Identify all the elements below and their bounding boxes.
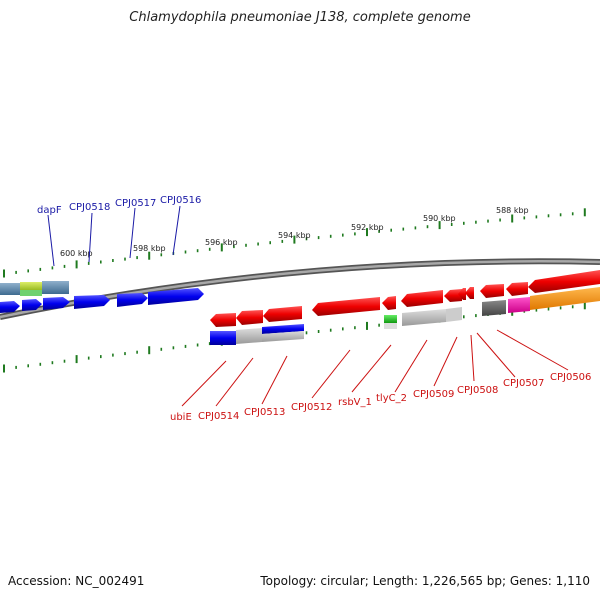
gene-arrow[interactable] — [506, 282, 528, 296]
feature-block[interactable] — [530, 287, 600, 310]
gene-arrow[interactable] — [236, 310, 263, 325]
feature-track-reverse-cds — [210, 270, 600, 327]
gene-label-CPJ0507[interactable]: CPJ0507 — [503, 378, 544, 389]
feature-track-forward-left — [0, 281, 69, 296]
gene-arrow[interactable] — [312, 297, 380, 316]
gene-arrow[interactable] — [0, 301, 20, 313]
gene-arrow[interactable] — [117, 293, 148, 307]
feature-block[interactable] — [262, 331, 304, 342]
gene-arrow[interactable] — [263, 306, 302, 322]
gene-arrow[interactable] — [480, 284, 504, 298]
gene-label-CPJ0509[interactable]: CPJ0509 — [413, 389, 454, 400]
feature-block[interactable] — [402, 309, 446, 326]
gene-label-rsbV_1[interactable]: rsbV_1 — [338, 397, 372, 408]
gene-label-CPJ0514[interactable]: CPJ0514 — [198, 411, 239, 422]
scale-label-600: 600 kbp — [60, 249, 93, 258]
gene-arrow[interactable] — [528, 270, 600, 293]
accession-text: Accession: NC_002491 — [8, 574, 145, 588]
gene-label-CPJ0508[interactable]: CPJ0508 — [457, 385, 498, 396]
feature-block[interactable] — [262, 324, 304, 334]
feature-block[interactable] — [20, 282, 42, 290]
feature-block[interactable] — [236, 328, 262, 344]
scale-label-592: 592 kbp — [351, 223, 384, 232]
gene-arrow[interactable] — [465, 287, 474, 299]
gene-arrow[interactable] — [74, 295, 110, 309]
gene-label-CPJ0516[interactable]: CPJ0516 — [160, 195, 201, 206]
feature-block[interactable] — [446, 307, 462, 322]
gene-label-CPJ0513[interactable]: CPJ0513 — [244, 407, 285, 418]
scale-labels: 600 kbp 598 kbp 596 kbp 594 kbp 592 kbp … — [60, 206, 529, 258]
feature-block[interactable] — [384, 315, 397, 323]
feature-block[interactable] — [0, 283, 20, 295]
gene-label-CPJ0517[interactable]: CPJ0517 — [115, 198, 156, 209]
scale-ticks-outer — [3, 208, 586, 278]
gene-arrow[interactable] — [382, 296, 396, 310]
genome-summary-text: Topology: circular; Length: 1,226,565 bp… — [260, 574, 590, 588]
gene-label-CPJ0506[interactable]: CPJ0506 — [550, 372, 591, 383]
gene-label-ubiE[interactable]: ubiE — [170, 412, 192, 423]
gene-arrow[interactable] — [210, 313, 236, 327]
feature-block[interactable] — [42, 281, 69, 294]
scale-label-588: 588 kbp — [496, 206, 529, 215]
feature-block[interactable] — [384, 323, 397, 329]
feature-block[interactable] — [508, 297, 530, 313]
feature-track-forward-cds — [0, 288, 204, 313]
gene-label-CPJ0512[interactable]: CPJ0512 — [291, 402, 332, 413]
feature-block[interactable] — [210, 331, 236, 345]
gene-label-CPJ0518[interactable]: CPJ0518 — [69, 202, 110, 213]
gene-arrow[interactable] — [43, 297, 70, 310]
feature-block[interactable] — [20, 290, 42, 296]
map-title: Chlamydophila pneumoniae J138, complete … — [129, 10, 471, 25]
gene-arrow[interactable] — [401, 290, 443, 307]
gene-arrow[interactable] — [458, 288, 466, 300]
gene-arrow[interactable] — [444, 289, 462, 302]
gene-labels-forward: dapF CPJ0518 CPJ0517 CPJ0516 — [37, 195, 201, 267]
feature-track-secondary — [210, 287, 600, 345]
scale-label-596: 596 kbp — [205, 238, 238, 247]
scale-label-590: 590 kbp — [423, 214, 456, 223]
gene-labels-reverse: ubiE CPJ0514 CPJ0513 CPJ0512 rsbV_1 tlyC… — [170, 329, 591, 423]
gene-label-tlyC_2[interactable]: tlyC_2 — [376, 393, 407, 404]
scale-label-598: 598 kbp — [133, 244, 166, 253]
gene-arrow[interactable] — [22, 299, 42, 311]
gene-label-dapF[interactable]: dapF — [37, 205, 62, 216]
gene-arrow[interactable] — [148, 288, 204, 305]
feature-block[interactable] — [482, 300, 506, 316]
scale-label-594: 594 kbp — [278, 231, 311, 240]
